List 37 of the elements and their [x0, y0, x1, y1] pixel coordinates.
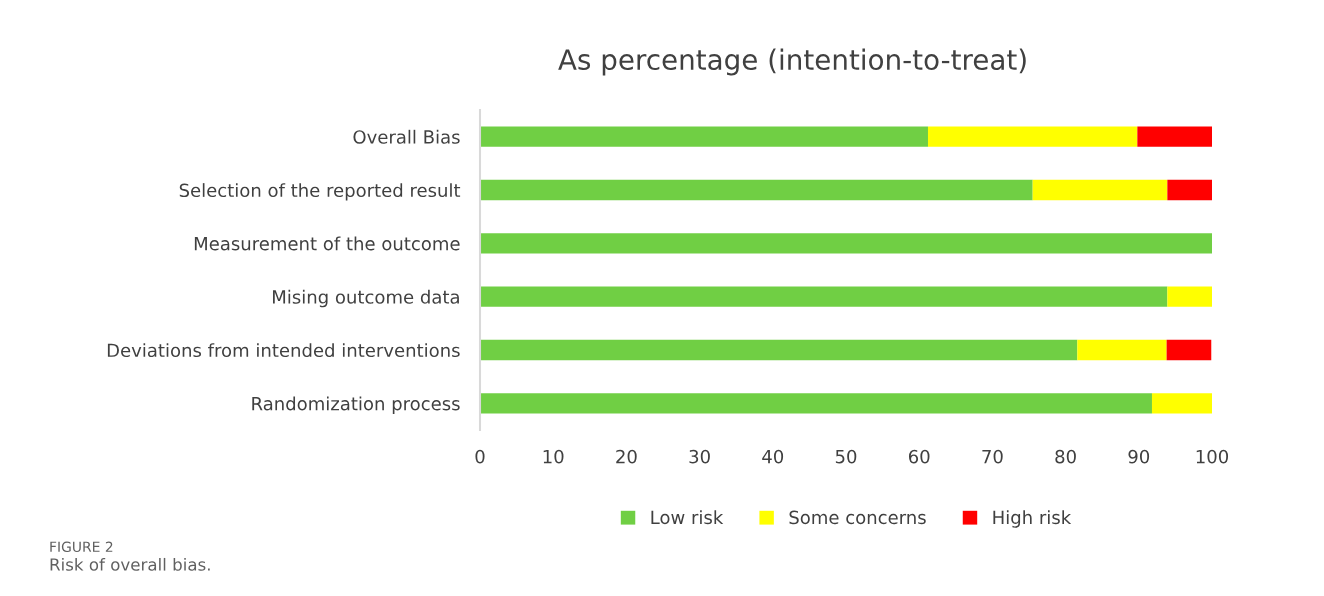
bar	[480, 393, 1152, 414]
bar	[1077, 339, 1167, 361]
bar	[480, 126, 928, 147]
chart-title: As percentage (intention-to-treat)	[558, 48, 1026, 76]
bar	[1032, 179, 1168, 201]
bar	[480, 339, 1078, 361]
x-tick-label: 100	[1196, 449, 1229, 464]
bar	[1167, 286, 1212, 307]
x-tick-label: 90	[1128, 449, 1150, 464]
bar	[480, 179, 1033, 201]
caption: FIGURE 2	[50, 541, 113, 553]
x-tick-label: 70	[982, 449, 1003, 464]
y-tick-label: Randomization process	[252, 396, 460, 414]
legend-label: High risk	[993, 510, 1072, 528]
bar	[1167, 179, 1212, 201]
legend-label: Some concerns	[789, 510, 926, 525]
y-tick-label: Selection of the reported result	[179, 183, 461, 201]
x-tick-label: 80	[1055, 449, 1076, 464]
legend-label: Low risk	[651, 510, 724, 525]
x-tick-label: 40	[762, 449, 784, 464]
bar	[1137, 126, 1212, 147]
y-tick-label: Overall Bias	[353, 129, 460, 144]
x-tick-label: 60	[908, 449, 930, 464]
bar	[1151, 393, 1212, 414]
x-tick-label: 10	[543, 449, 564, 464]
x-tick-label: 50	[835, 449, 857, 464]
bar	[927, 126, 1138, 147]
x-tick-label: 30	[689, 449, 710, 464]
bar	[480, 233, 1212, 254]
x-tick-label: 20	[616, 449, 637, 464]
bar	[480, 286, 1168, 307]
y-tick-label: Deviations from intended interventions	[107, 343, 460, 358]
y-tick-label: Mising outcome data	[273, 289, 459, 308]
bar	[1166, 339, 1212, 361]
y-tick-label: Measurement of the outcome	[194, 236, 460, 251]
text: Risk of overall bias.	[50, 557, 210, 571]
x-tick-label: 0	[475, 449, 485, 464]
